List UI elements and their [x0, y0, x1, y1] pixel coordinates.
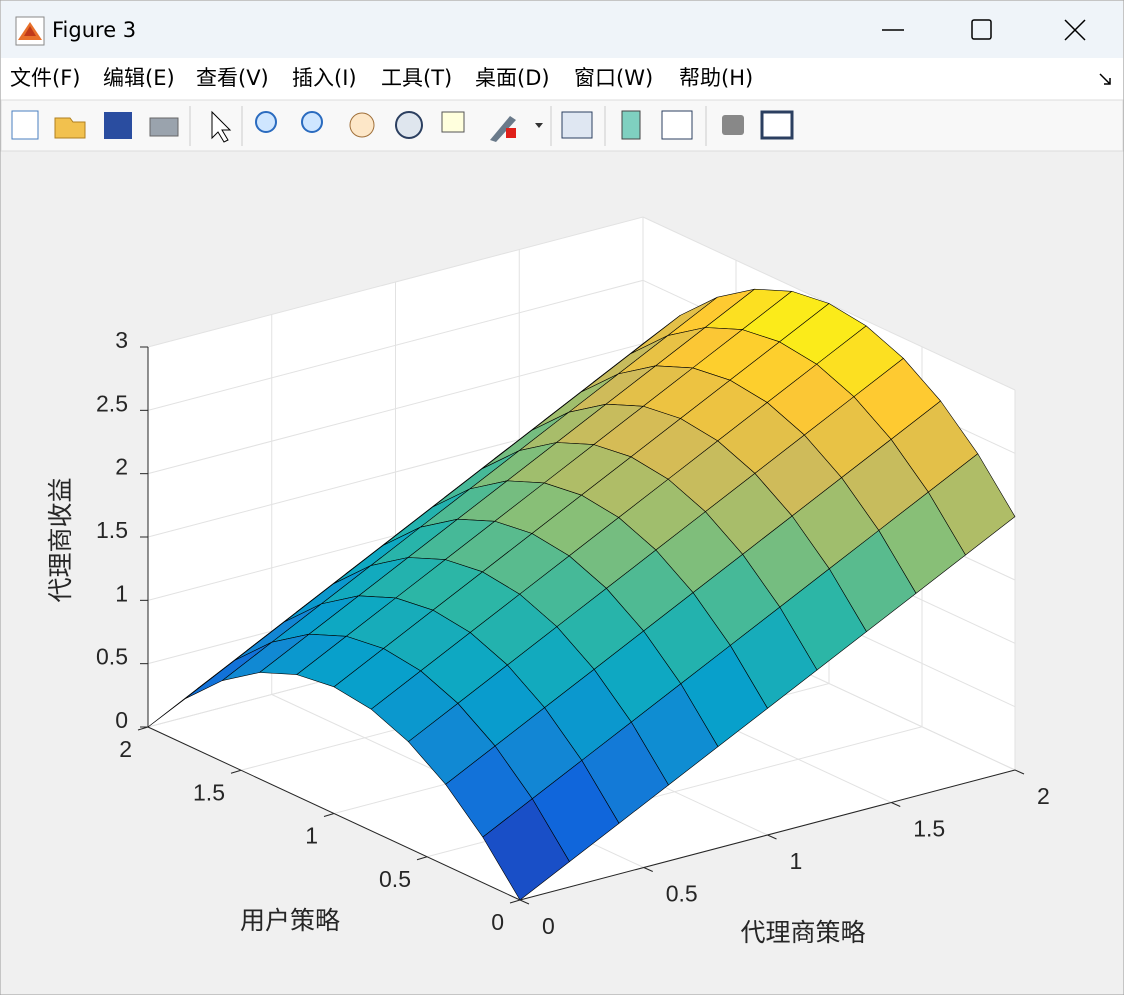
y-tick	[323, 813, 335, 817]
zoom-out-icon[interactable]	[301, 111, 323, 133]
z-tick-label: 0	[115, 707, 128, 733]
print-icon[interactable]	[149, 117, 179, 137]
menu-bar	[1, 58, 1123, 100]
link-icon[interactable]	[561, 111, 593, 139]
y-tick-label: 1	[305, 823, 318, 849]
x-tick	[1014, 769, 1025, 775]
menu-item[interactable]: 查看(V)	[196, 66, 269, 90]
surface-patch	[482, 798, 570, 901]
maximize-button[interactable]	[971, 19, 992, 40]
close-button[interactable]	[1064, 19, 1086, 41]
y-tick-label: 0	[491, 909, 504, 935]
axes: 0 0.5 1 1.5 2 0 0.5 1 1.5 2 0 0.5 1 1.5 2 2.5 3 代理商策略 用户策略…	[46, 216, 1050, 947]
z-tick-label: 1.5	[96, 517, 128, 543]
pointer-icon[interactable]	[211, 110, 232, 143]
menu-item[interactable]: 编辑(E)	[103, 66, 175, 90]
y-axis-label: 用户策略	[240, 906, 340, 935]
datatip-icon[interactable]	[441, 111, 465, 133]
hide-tools-icon[interactable]	[722, 115, 744, 135]
x-tick-label: 0.5	[666, 881, 698, 907]
menu-item[interactable]: 窗口(W)	[574, 66, 653, 90]
legend-icon[interactable]	[661, 110, 693, 140]
x-tick	[519, 899, 530, 905]
rotate-icon[interactable]	[395, 111, 423, 139]
x-tick	[767, 834, 777, 840]
title-bar	[1, 1, 1123, 58]
y-tick	[230, 769, 242, 774]
open-icon[interactable]	[54, 117, 86, 139]
dock-icon[interactable]	[760, 110, 794, 140]
z-tick-label: 3	[115, 327, 128, 353]
toolbar-icons	[11, 106, 794, 146]
brush-icon[interactable]	[490, 116, 516, 142]
y-tick	[509, 899, 521, 904]
menu-item[interactable]: 文件(F)	[10, 66, 80, 90]
z-tick-label: 1	[115, 580, 128, 606]
z-axis-label: 代理商收益	[46, 477, 75, 602]
x-tick-label: 1.5	[913, 816, 945, 842]
menu-item[interactable]: 桌面(D)	[475, 66, 550, 90]
grid-line	[147, 279, 644, 411]
menu-item[interactable]: 工具(T)	[381, 66, 452, 90]
x-tick	[643, 867, 653, 872]
colorbar-icon[interactable]	[621, 110, 641, 140]
pan-icon[interactable]	[349, 112, 375, 138]
new-icon[interactable]	[11, 110, 39, 140]
save-icon[interactable]	[104, 112, 132, 139]
x-tick-label: 2	[1037, 783, 1050, 809]
x-tick-label: 0	[542, 913, 555, 939]
menu-item[interactable]: 插入(I)	[292, 66, 357, 90]
x-tick-label: 1	[790, 848, 803, 874]
z-tick-label: 2	[115, 454, 128, 480]
y-tick-label: 0.5	[379, 866, 411, 892]
menu-dock-arrow[interactable]	[1099, 73, 1111, 85]
x-axis-label: 代理商策略	[740, 918, 865, 947]
y-tick	[416, 856, 428, 861]
grid-line	[147, 343, 644, 475]
y-tick-label: 1.5	[193, 779, 225, 805]
z-tick-label: 0.5	[96, 644, 128, 670]
z-tick-label: 2.5	[96, 390, 128, 416]
menu-item[interactable]: 帮助(H)	[679, 66, 753, 90]
zoom-in-icon[interactable]	[255, 111, 277, 133]
window-title: Figure 3	[52, 18, 136, 42]
app-icon	[15, 16, 45, 46]
x-tick	[891, 802, 901, 807]
y-tick-label: 2	[119, 736, 132, 762]
menu-items: 文件(F) 编辑(E) 查看(V) 插入(I) 工具(T) 桌面(D) 窗口(W) 帮助(H)	[10, 66, 753, 90]
grid-line	[147, 216, 644, 348]
